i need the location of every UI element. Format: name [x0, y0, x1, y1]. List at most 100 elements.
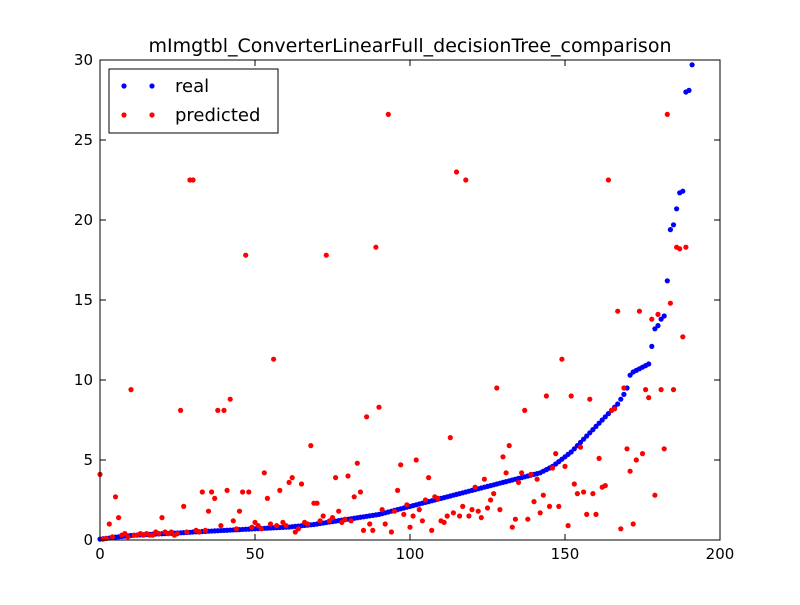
data-point-predicted	[447, 435, 453, 441]
data-point-predicted	[429, 527, 435, 534]
data-point-predicted	[506, 443, 512, 449]
data-point-predicted	[478, 515, 484, 521]
data-point-predicted	[680, 334, 686, 340]
data-point-real	[680, 188, 686, 194]
data-point-predicted	[605, 177, 612, 183]
data-point-predicted	[562, 463, 568, 469]
data-point-predicted	[345, 473, 351, 479]
data-point-predicted	[298, 481, 305, 487]
data-point-predicted	[497, 507, 503, 513]
data-point-predicted	[382, 521, 388, 527]
data-point-predicted	[587, 396, 593, 402]
data-point-real	[596, 420, 602, 426]
data-point-predicted	[546, 503, 553, 509]
legend-marker-real	[121, 83, 127, 89]
data-point-predicted	[584, 511, 590, 517]
data-point-predicted	[280, 519, 286, 526]
data-point-predicted	[286, 479, 292, 485]
data-point-real	[674, 206, 680, 212]
data-point-real	[664, 278, 670, 284]
data-point-predicted	[354, 460, 360, 466]
data-point-real	[627, 372, 633, 378]
data-point-predicted	[410, 513, 416, 519]
data-point-predicted	[401, 511, 407, 517]
data-point-predicted	[627, 468, 633, 474]
data-point-predicted	[652, 492, 658, 498]
data-point-predicted	[667, 300, 674, 306]
data-point-predicted	[550, 465, 556, 471]
data-point-predicted	[351, 494, 357, 500]
data-point-predicted	[181, 503, 187, 509]
data-point-predicted	[453, 169, 460, 175]
data-point-real	[658, 316, 664, 322]
data-point-predicted	[190, 177, 196, 183]
x-tick-label: 0	[95, 545, 105, 563]
data-point-predicted	[308, 443, 314, 449]
data-point-predicted	[395, 487, 401, 493]
data-point-predicted	[156, 531, 162, 537]
data-point-predicted	[333, 475, 339, 481]
data-point-predicted	[612, 406, 618, 412]
data-point-real	[686, 87, 692, 93]
data-point-predicted	[122, 531, 128, 537]
data-point-predicted	[413, 457, 419, 463]
data-point-predicted	[543, 393, 550, 399]
data-point-predicted	[227, 396, 233, 402]
data-point-real	[689, 62, 695, 68]
data-point-predicted	[168, 529, 174, 535]
data-point-predicted	[537, 510, 543, 516]
data-point-predicted	[683, 244, 689, 250]
data-point-predicted	[484, 505, 491, 511]
data-point-predicted	[261, 470, 267, 476]
data-point-predicted	[391, 508, 398, 514]
data-point-predicted	[519, 470, 525, 476]
data-point-predicted	[196, 529, 202, 535]
data-point-predicted	[422, 497, 429, 503]
data-point-real	[577, 439, 584, 445]
data-point-predicted	[661, 446, 667, 452]
data-point-predicted	[373, 244, 379, 250]
data-point-predicted	[199, 489, 205, 495]
data-point-predicted	[618, 526, 624, 532]
data-point-real	[602, 414, 608, 420]
data-point-real	[649, 343, 655, 349]
data-point-predicted	[323, 252, 329, 258]
data-point-predicted	[336, 508, 342, 514]
legend-marker-predicted	[149, 112, 155, 118]
legend-label-predicted: predicted	[175, 105, 260, 126]
data-point-predicted	[540, 492, 546, 498]
data-point-predicted	[240, 489, 246, 495]
data-point-predicted	[329, 515, 336, 521]
series-predicted	[97, 111, 689, 542]
data-point-predicted	[174, 531, 181, 537]
data-point-real	[581, 436, 587, 442]
data-point-predicted	[460, 503, 466, 509]
data-point-predicted	[590, 491, 596, 497]
legend-marker-predicted	[121, 112, 127, 118]
data-point-predicted	[624, 446, 630, 452]
data-point-predicted	[658, 387, 664, 393]
data-point-predicted	[202, 527, 208, 534]
data-point-predicted	[664, 111, 670, 117]
data-point-predicted	[621, 385, 627, 391]
data-point-predicted	[317, 518, 323, 524]
data-point-predicted	[376, 404, 382, 410]
data-point-predicted	[475, 508, 481, 514]
data-point-predicted	[407, 524, 413, 530]
data-point-predicted	[218, 523, 224, 529]
y-tick-label: 10	[74, 371, 93, 389]
data-point-predicted	[450, 510, 456, 516]
data-point-predicted	[125, 534, 131, 540]
data-point-real	[568, 449, 574, 455]
data-point-predicted	[230, 518, 236, 524]
data-point-predicted	[314, 500, 320, 506]
data-point-predicted	[379, 507, 385, 513]
data-point-predicted	[649, 316, 655, 322]
data-point-predicted	[574, 491, 581, 497]
data-point-predicted	[295, 526, 301, 532]
data-point-predicted	[320, 513, 326, 519]
data-point-predicted	[577, 444, 584, 450]
data-point-predicted	[568, 393, 574, 399]
data-point-predicted	[419, 518, 425, 524]
y-tick-label: 25	[74, 131, 93, 149]
